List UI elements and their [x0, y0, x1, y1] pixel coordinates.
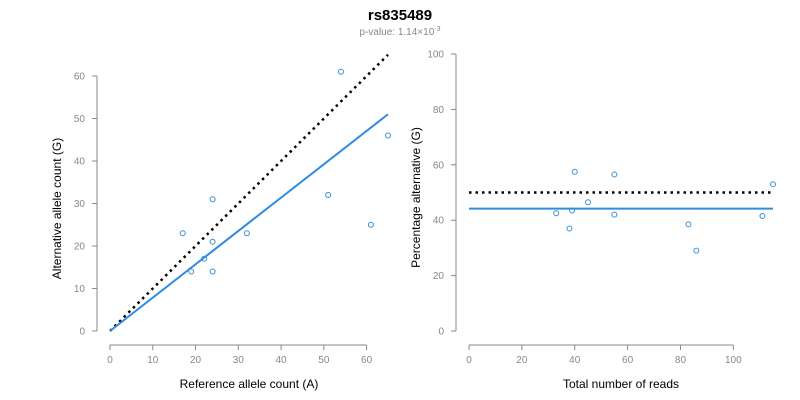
allele-count-panel: 0 10 20 30 40 50 60 0 10 20 30 40 50 60 Reference alle…: [50, 53, 391, 391]
percentage-data-point: [759, 213, 766, 220]
allele-count-y-tick-label: 20: [74, 242, 86, 253]
allele-count-x-tick-label: 20: [190, 355, 202, 366]
percentage-y-tick-label: 0: [438, 327, 444, 338]
allele-count-data-point: [337, 68, 344, 75]
allele-count-y-tick-label: 0: [79, 327, 85, 338]
allele-count-data-point: [209, 196, 216, 203]
allele-count-x-axis-label: Reference allele count (A): [180, 377, 319, 391]
allele-count-x-tick-label: 10: [147, 355, 159, 366]
allele-count-data-point: [385, 132, 391, 139]
percentage-data-point: [571, 168, 578, 175]
percentage-data-point: [569, 207, 576, 214]
percentage-panel: 0 20 40 60 80 100 0 20 40 60 80 100 Total number of …: [409, 50, 776, 391]
allele-count-y-tick-label: 60: [74, 72, 86, 83]
chart-subtitle: p-value: 1.14×10-3: [359, 26, 440, 38]
percentage-y-tick-label: 60: [433, 160, 445, 171]
allele-count-y-tick-label: 50: [74, 114, 86, 125]
percentage-y-tick-label: 80: [433, 105, 445, 116]
percentage-data-point: [685, 221, 692, 228]
allele-count-data-point: [209, 238, 216, 245]
percentage-x-tick-label: 100: [725, 355, 742, 366]
percentage-y-tick-label: 40: [433, 216, 445, 227]
percentage-y-axis-label: Percentage alternative (G): [409, 127, 423, 268]
subtitle-exponent: -3: [434, 26, 440, 33]
percentage-data-point: [611, 211, 618, 218]
allele-count-y-tick-label: 10: [74, 284, 86, 295]
percentage-data-point: [553, 210, 560, 217]
percentage-x-tick-label: 40: [569, 355, 581, 366]
percentage-y-tick-label: 100: [427, 50, 444, 61]
allele-count-data-point: [179, 230, 186, 237]
allele-count-x-tick-label: 0: [107, 355, 113, 366]
allele-count-y-axis-label: Alternative allele count (G): [50, 138, 64, 279]
allele-count-x-tick-label: 40: [276, 355, 288, 366]
percentage-x-axis-label: Total number of reads: [563, 377, 679, 391]
chart-title: rs835489: [368, 7, 432, 24]
allele-count-data-point: [325, 192, 332, 198]
allele-count-y-tick-label: 30: [74, 199, 86, 210]
subtitle-text: p-value: 1.14×10: [359, 27, 434, 38]
allele-count-data-point: [367, 221, 374, 228]
allele-count-reference-line: [109, 53, 389, 332]
percentage-x-tick-label: 0: [466, 355, 472, 366]
percentage-data-point: [770, 181, 776, 188]
allele-count-x-tick-label: 50: [318, 355, 330, 366]
allele-count-x-tick-label: 30: [233, 355, 245, 366]
percentage-x-tick-label: 60: [622, 355, 634, 366]
percentage-data-point: [693, 247, 700, 254]
allele-count-data-point: [188, 268, 195, 275]
percentage-x-tick-label: 20: [516, 355, 528, 366]
allele-count-data-point: [201, 255, 208, 262]
percentage-y-tick-label: 20: [433, 271, 445, 282]
allele-count-data-point: [243, 230, 250, 237]
percentage-data-point: [566, 225, 573, 232]
allele-count-fit-line: [109, 113, 389, 332]
percentage-x-tick-label: 80: [675, 355, 687, 366]
allele-count-data-point: [209, 268, 216, 275]
percentage-data-point: [584, 199, 591, 206]
allele-count-x-tick-label: 60: [361, 355, 373, 366]
percentage-data-point: [611, 171, 618, 178]
allele-count-y-tick-label: 40: [74, 157, 86, 168]
